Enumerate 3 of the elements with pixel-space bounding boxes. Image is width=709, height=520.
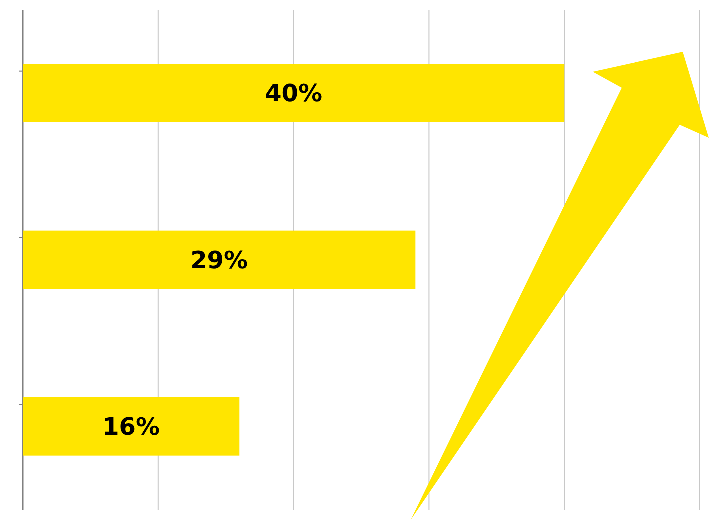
data-label: 40% <box>265 80 323 108</box>
data-label: 29% <box>190 246 248 274</box>
data-label: 16% <box>102 413 160 442</box>
